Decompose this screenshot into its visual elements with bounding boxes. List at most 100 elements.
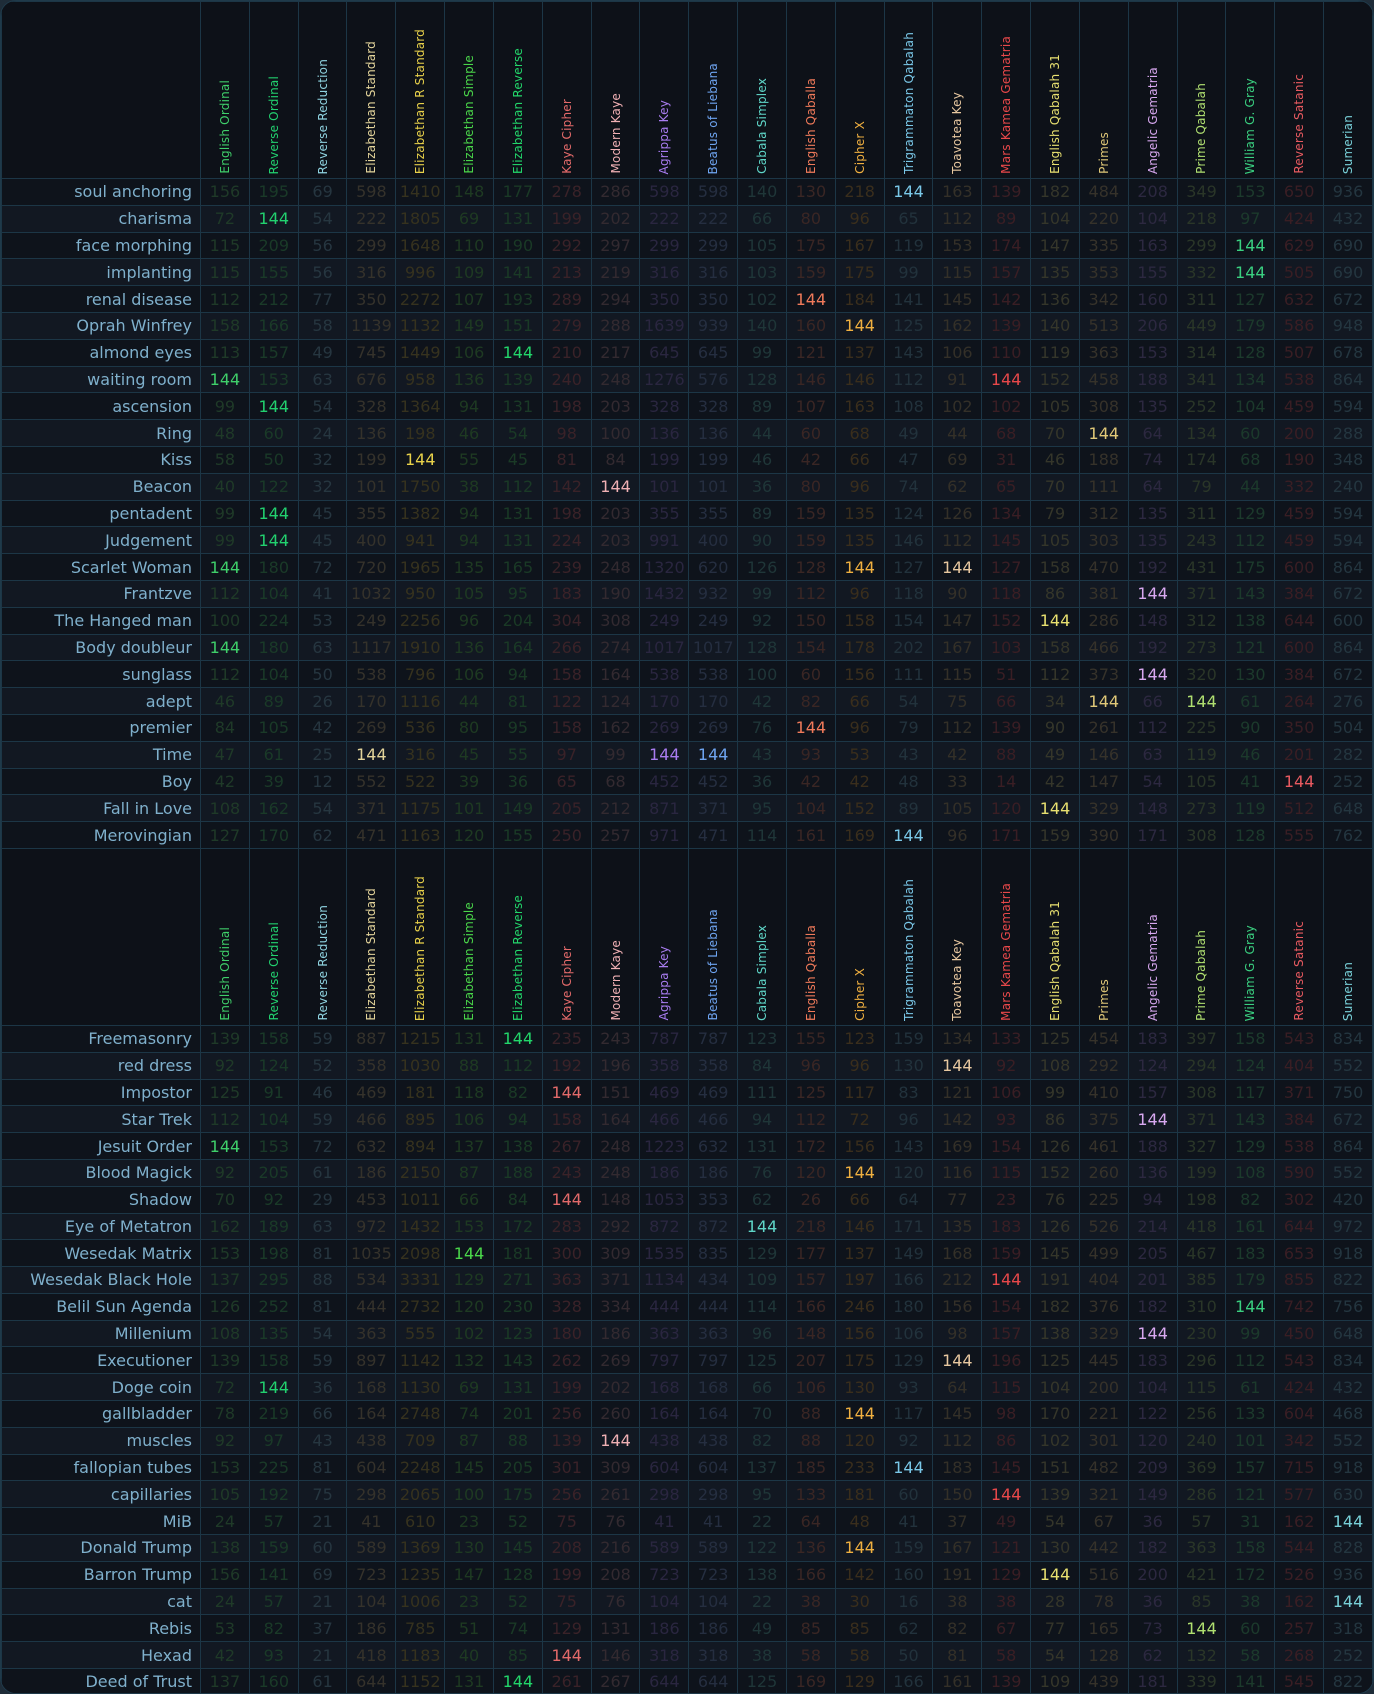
value-cell[interactable]: 137	[737, 1453, 787, 1482]
value-cell[interactable]: 516	[1078, 1560, 1129, 1589]
value-cell[interactable]: 102	[981, 392, 1032, 421]
value-cell[interactable]: 298	[688, 1480, 739, 1509]
value-cell[interactable]: 183	[1127, 1024, 1178, 1053]
cipher-header[interactable]: Reverse Satanic	[1274, 1, 1325, 179]
value-cell[interactable]: 204	[492, 606, 543, 635]
match-value-cell[interactable]: 144	[981, 1266, 1032, 1294]
match-value-cell[interactable]: 144	[834, 1400, 885, 1428]
value-cell[interactable]: 318	[1323, 1614, 1373, 1643]
value-cell[interactable]: 54	[297, 392, 348, 421]
value-cell[interactable]: 64	[1127, 419, 1178, 447]
value-cell[interactable]: 101	[1225, 1426, 1276, 1455]
value-cell[interactable]: 466	[346, 1105, 397, 1134]
value-cell[interactable]: 42	[785, 767, 836, 796]
phrase-label[interactable]: Deed of Trust	[1, 1668, 201, 1693]
match-value-cell[interactable]: 144	[248, 1373, 299, 1402]
value-cell[interactable]: 54	[297, 794, 348, 823]
value-cell[interactable]: 89	[883, 794, 934, 823]
value-cell[interactable]: 62	[737, 1185, 787, 1214]
value-cell[interactable]: 466	[1078, 633, 1129, 662]
value-cell[interactable]: 424	[1274, 204, 1325, 233]
value-cell[interactable]: 81	[492, 687, 543, 715]
cipher-header[interactable]: Angelic Gematria	[1127, 1, 1178, 179]
value-cell[interactable]: 264	[1274, 687, 1325, 715]
value-cell[interactable]: 644	[1274, 606, 1325, 635]
value-cell[interactable]: 112	[1030, 660, 1080, 689]
value-cell[interactable]: 95	[737, 1480, 787, 1509]
value-cell[interactable]: 971	[639, 821, 690, 849]
value-cell[interactable]: 164	[639, 1400, 690, 1428]
value-cell[interactable]: 43	[737, 740, 787, 769]
cipher-header[interactable]: Primes	[1078, 847, 1129, 1026]
value-cell[interactable]: 94	[492, 1105, 543, 1134]
value-cell[interactable]: 161	[785, 821, 836, 849]
value-cell[interactable]: 127	[981, 553, 1032, 581]
value-cell[interactable]: 936	[1323, 1560, 1373, 1589]
value-cell[interactable]: 308	[1176, 821, 1227, 849]
phrase-label[interactable]: premier	[1, 713, 201, 742]
value-cell[interactable]: 126	[932, 499, 983, 528]
value-cell[interactable]: 38	[981, 1587, 1032, 1616]
value-cell[interactable]: 106	[444, 1105, 494, 1134]
cipher-header[interactable]: Elizabethan Standard	[346, 1, 397, 179]
value-cell[interactable]: 155	[492, 821, 543, 849]
value-cell[interactable]: 128	[1078, 1641, 1129, 1670]
value-cell[interactable]: 2065	[395, 1480, 446, 1509]
value-cell[interactable]: 41	[1225, 767, 1276, 796]
value-cell[interactable]: 96	[737, 1319, 787, 1348]
value-cell[interactable]: 373	[1078, 660, 1129, 689]
value-cell[interactable]: 105	[737, 231, 787, 260]
value-cell[interactable]: 950	[395, 579, 446, 608]
value-cell[interactable]: 218	[1176, 204, 1227, 233]
value-cell[interactable]: 918	[1323, 1453, 1373, 1482]
value-cell[interactable]: 202	[883, 633, 934, 662]
value-cell[interactable]: 355	[346, 499, 397, 528]
value-cell[interactable]: 233	[834, 1453, 885, 1482]
value-cell[interactable]: 76	[590, 1507, 641, 1536]
value-cell[interactable]: 16	[883, 1587, 934, 1616]
value-cell[interactable]: 166	[248, 311, 299, 340]
value-cell[interactable]: 355	[688, 499, 739, 528]
value-cell[interactable]: 40	[444, 1641, 494, 1670]
value-cell[interactable]: 129	[444, 1266, 494, 1294]
value-cell[interactable]: 203	[590, 526, 641, 555]
value-cell[interactable]: 181	[395, 1078, 446, 1107]
value-cell[interactable]: 143	[1225, 1105, 1276, 1134]
value-cell[interactable]: 120	[444, 1292, 494, 1321]
value-cell[interactable]: 246	[834, 1292, 885, 1321]
value-cell[interactable]: 299	[639, 231, 690, 260]
value-cell[interactable]: 69	[932, 445, 983, 474]
value-cell[interactable]: 297	[590, 231, 641, 260]
match-value-cell[interactable]: 144	[248, 204, 299, 233]
value-cell[interactable]: 86	[981, 1426, 1032, 1455]
phrase-label[interactable]: pentadent	[1, 499, 201, 528]
value-cell[interactable]: 723	[639, 1560, 690, 1589]
value-cell[interactable]: 153	[248, 1132, 299, 1160]
value-cell[interactable]: 432	[1323, 1373, 1373, 1402]
phrase-label[interactable]: Body doubleur	[1, 633, 201, 662]
value-cell[interactable]: 543	[1274, 1024, 1325, 1053]
value-cell[interactable]: 136	[444, 633, 494, 662]
match-value-cell[interactable]: 144	[834, 1534, 885, 1562]
value-cell[interactable]: 163	[1127, 231, 1178, 260]
match-value-cell[interactable]: 144	[737, 1212, 787, 1241]
value-cell[interactable]: 172	[492, 1212, 543, 1241]
value-cell[interactable]: 69	[297, 1560, 348, 1589]
value-cell[interactable]: 145	[981, 526, 1032, 555]
value-cell[interactable]: 89	[737, 499, 787, 528]
value-cell[interactable]: 115	[200, 258, 250, 287]
value-cell[interactable]: 410	[1078, 1078, 1129, 1107]
value-cell[interactable]: 145	[932, 1400, 983, 1428]
value-cell[interactable]: 147	[444, 1560, 494, 1589]
value-cell[interactable]: 260	[1078, 1158, 1129, 1187]
value-cell[interactable]: 62	[297, 821, 348, 849]
value-cell[interactable]: 41	[346, 1507, 397, 1536]
value-cell[interactable]: 60	[785, 419, 836, 447]
value-cell[interactable]: 159	[785, 258, 836, 287]
value-cell[interactable]: 630	[1323, 1480, 1373, 1509]
value-cell[interactable]: 47	[200, 740, 250, 769]
value-cell[interactable]: 180	[248, 553, 299, 581]
value-cell[interactable]: 92	[200, 1426, 250, 1455]
value-cell[interactable]: 158	[541, 660, 592, 689]
value-cell[interactable]: 160	[1127, 285, 1178, 313]
